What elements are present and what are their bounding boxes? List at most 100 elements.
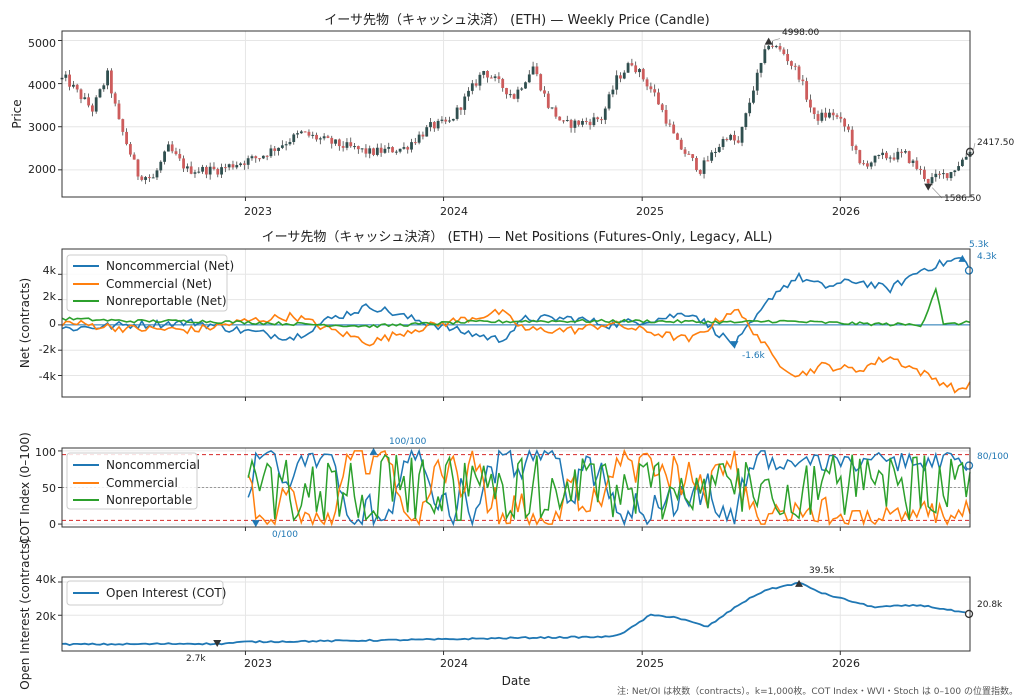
candle-body [375,147,379,155]
candle-body [733,134,736,141]
candle-body [786,53,790,62]
candle-body [87,97,90,106]
candle-body [497,76,501,80]
candle-body [337,139,341,147]
cot-legend-box [66,452,198,510]
candle-body [717,146,721,152]
price-ytick: 2000 [28,163,56,176]
price-high-label: 4998.00 [782,28,819,38]
candle-body [307,131,311,136]
candle-body [413,142,417,144]
candle-body [839,116,843,119]
cot-ytick: 0 [49,518,56,531]
candle-body [645,79,649,87]
oi-y-axis-label: Open Interest (contracts) [18,538,32,689]
candle-body [98,89,102,98]
candle-body [505,87,508,95]
candle-body [444,119,448,122]
candle-body [862,163,866,165]
net-ytick: 2k [43,290,57,303]
oi-max-label: 39.5k [809,566,835,576]
cot-last-label: 80/100 [977,452,1009,462]
candle-body [493,76,497,79]
candle-body [174,151,178,155]
candle-body [736,140,740,143]
candle-body [429,122,432,128]
oi-min-label: 2.7k [186,654,206,664]
price-ytick: 3000 [28,121,56,134]
candle-body [223,167,227,169]
oi-xtick: 2025 [636,657,664,670]
price-xtick: 2026 [832,205,860,218]
candle-body [657,92,660,105]
candle-body [436,120,440,129]
candle-body [364,148,368,154]
net-ytick: 0 [49,317,56,330]
candle-body [136,159,140,177]
net-max-label: 5.3k [969,240,989,250]
candle-body [938,173,942,175]
candle-body [892,157,896,160]
candle-body [558,116,562,121]
candle-body [930,177,934,184]
candle-body [900,151,904,153]
candle-body [778,46,782,50]
candle-body [904,151,907,153]
cot-annotations: 100/100 0/100 80/100 [272,437,1009,540]
candle-body [303,131,307,133]
oi-ytick: 20k [36,610,57,623]
candle-body [527,74,531,83]
candle-body [432,122,436,129]
candle-body [964,156,968,160]
oi-min-marker [213,640,222,648]
candle-body [869,162,873,167]
candle-body [470,83,474,91]
candle-body [315,134,318,140]
cot-legend-label: Noncommercial [106,458,200,472]
candle-body [683,149,687,154]
candle-body [379,147,383,153]
candle-body [455,107,459,119]
candle-body [508,94,512,96]
candle-body [155,170,159,178]
candle-body [805,81,809,100]
candle-body [170,144,174,152]
candle-body [261,155,265,159]
candle-body [710,152,714,161]
candle-body [653,89,657,93]
cot-plot-frame [61,447,971,528]
candle-body [288,141,292,145]
candle-body [353,146,356,148]
candle-body [159,161,163,171]
candle-body [387,147,391,149]
net-max-marker [958,254,967,262]
cot-ytick: 100 [35,446,56,459]
candle-body [649,86,653,90]
candle-body [258,158,261,160]
net-ytick: -2k [39,343,57,356]
net-plot-frame [61,248,971,398]
candle-body [391,147,394,153]
candle-body [489,77,493,79]
candle-body [577,120,581,125]
candle-body [752,90,755,103]
candle-body [668,123,672,125]
candle-body [714,151,717,153]
price-last-label: 2417.50 [977,138,1014,148]
candle-body [417,134,421,143]
candle-body [201,166,204,172]
candle-body [166,144,170,152]
candle-body [923,169,926,179]
candle-body [664,109,668,124]
candle-body [113,93,117,104]
net-series-line [61,257,971,349]
candle-body [581,121,584,125]
candle-body [451,118,455,121]
candle-body [961,159,964,167]
candle-body [611,89,615,95]
candle-body [858,150,862,164]
net-last-marker [964,266,974,275]
oi-xtick: 2024 [440,657,468,670]
candle-body [691,154,695,158]
candle-body [368,148,372,154]
